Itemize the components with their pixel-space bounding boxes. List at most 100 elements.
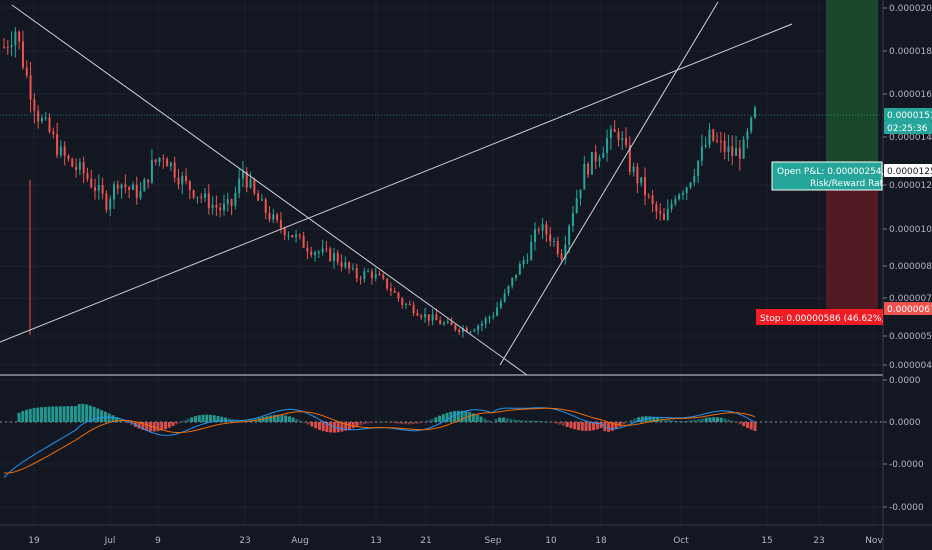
macd-hist-89 — [336, 422, 340, 433]
macd-hist-110 — [415, 422, 419, 424]
macd-hist-19 — [73, 406, 77, 422]
candle-body-117 — [446, 321, 449, 323]
macd-hist-13 — [51, 406, 55, 422]
macd-hist-176 — [663, 418, 667, 422]
macd-hist-148 — [558, 422, 562, 425]
candle-63 — [241, 160, 244, 187]
position-zones — [0, 0, 883, 320]
candle-77 — [295, 230, 298, 243]
macd-hist-145 — [546, 421, 550, 423]
macd-hist-167 — [629, 419, 633, 422]
time-tick-label-0: 19 — [28, 536, 40, 546]
candle-60 — [230, 198, 233, 216]
candle-85 — [325, 241, 328, 253]
price-tick-label-2: 0.00001600 — [889, 90, 932, 100]
candle-body-144 — [549, 234, 552, 242]
candle-178 — [678, 193, 681, 201]
candle-body-12 — [48, 117, 51, 132]
candle-body-69 — [264, 199, 267, 213]
macd-hist-136 — [513, 419, 517, 422]
candle-41 — [158, 157, 161, 167]
candle-68 — [260, 194, 263, 202]
macd-hist-187 — [704, 417, 708, 422]
macd-hist-144 — [543, 421, 547, 422]
candle-162 — [617, 127, 620, 147]
candle-body-80 — [306, 247, 309, 252]
candle-99 — [378, 270, 381, 276]
stop-label: Stop: 0.00000586 (46.62%) 58 — [760, 314, 900, 324]
candle-93 — [355, 263, 358, 283]
macd-hist-7 — [28, 408, 32, 422]
candle-body-54 — [207, 193, 210, 209]
candle-body-132 — [503, 293, 506, 302]
candle-body-163 — [621, 138, 624, 140]
candle-76 — [291, 234, 294, 238]
price-tick-label-6: 0.00000850 — [889, 262, 932, 272]
macd-hist-140 — [528, 420, 532, 422]
candle-body-130 — [496, 307, 499, 316]
candle-46 — [177, 168, 180, 190]
candle-body-95 — [363, 271, 366, 280]
candle-body-84 — [321, 248, 324, 253]
time-tick-label-13: Nov — [865, 536, 883, 546]
candle-187 — [712, 128, 715, 143]
macd-indicator — [0, 403, 883, 478]
price-tick-label-9: 0.00000430 — [889, 361, 932, 371]
candle-182 — [693, 168, 696, 187]
candle-body-28 — [109, 199, 112, 210]
candle-body-55 — [211, 204, 214, 209]
macd-hist-126 — [475, 414, 479, 422]
candle-168 — [640, 177, 643, 187]
candle-body-15 — [59, 146, 62, 156]
candle-175 — [666, 199, 669, 221]
macd-hist-91 — [344, 422, 348, 431]
price-labels: 0.00001511 02:25:36 0.00001257 0.00000671 Op… — [756, 108, 932, 325]
candle-body-153 — [583, 163, 586, 190]
candle-84 — [321, 239, 324, 256]
candle-39 — [150, 149, 153, 185]
candle-150 — [571, 206, 574, 233]
candle-body-133 — [507, 285, 510, 294]
candle-body-72 — [276, 214, 279, 221]
candle-166 — [632, 162, 635, 177]
time-tick-label-6: 21 — [420, 536, 431, 546]
macd-hist-87 — [329, 422, 333, 433]
candle-11 — [44, 111, 47, 121]
macd-hist-194 — [730, 420, 734, 422]
macd-hist-130 — [490, 421, 494, 423]
macd-hist-150 — [565, 422, 569, 428]
candle-body-51 — [196, 196, 199, 198]
macd-hist-80 — [302, 422, 306, 423]
macd-hist-184 — [693, 419, 697, 422]
candle-171 — [651, 189, 654, 213]
rr-label: Risk/Reward Ratio: — [810, 179, 894, 189]
candle-174 — [662, 208, 665, 221]
candle-195 — [742, 136, 745, 160]
candle-146 — [556, 236, 559, 258]
candle-body-189 — [719, 140, 722, 142]
candle-body-113 — [431, 314, 434, 321]
candle-body-63 — [241, 171, 244, 179]
candle-19 — [75, 158, 78, 178]
candle-body-2 — [10, 45, 13, 47]
macd-hist-162 — [610, 422, 614, 431]
trend-line-up — [0, 23, 793, 343]
pnl-box-border — [771, 161, 883, 191]
entry-price-tag-bg — [884, 164, 932, 177]
candle-body-20 — [78, 162, 81, 170]
candle-28 — [109, 195, 112, 217]
candle-140 — [534, 222, 537, 251]
trend-line-steep — [499, 1, 719, 366]
candle-190 — [723, 132, 726, 160]
time-tick-label-4: Aug — [291, 536, 309, 546]
candle-54 — [207, 184, 210, 215]
candle-141 — [537, 226, 540, 235]
candle-29 — [112, 181, 115, 210]
candle-body-131 — [499, 301, 502, 308]
macd-hist-154 — [580, 422, 584, 431]
candle-58 — [222, 194, 225, 216]
macd-hist-128 — [483, 418, 487, 422]
macd-hist-199 — [749, 422, 753, 430]
pnl-label: Open P&L: 0.00000254, Qty — [777, 167, 904, 177]
